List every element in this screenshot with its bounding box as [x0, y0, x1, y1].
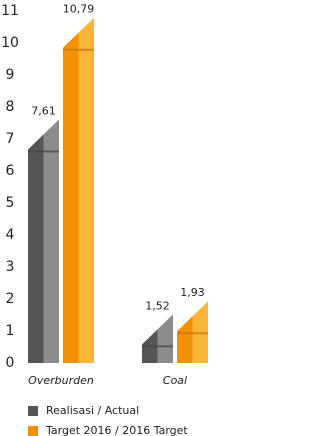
value-label: 1,93 [180, 286, 205, 299]
bar [28, 119, 59, 363]
y-tick-label: 2 [6, 291, 15, 307]
value-label: 10,79 [63, 3, 95, 16]
y-tick-label: 5 [6, 195, 15, 211]
bar [63, 17, 94, 363]
y-tick-label: 1 [6, 323, 15, 339]
value-label: 7,61 [31, 104, 56, 117]
y-tick-label: 6 [6, 163, 15, 179]
legend-label: Target 2016 / 2016 Target [45, 424, 188, 436]
x-tick-label: Coal [163, 374, 187, 387]
value-label: 1,52 [145, 299, 170, 312]
bar [177, 301, 208, 363]
y-tick-label: 4 [6, 227, 15, 243]
legend-label: Realisasi / Actual [46, 404, 139, 417]
bar [142, 314, 173, 363]
y-tick-label: 8 [6, 99, 15, 115]
y-tick-label: 7 [6, 131, 15, 147]
legend-swatch [28, 426, 38, 436]
y-tick-label: 10 [1, 35, 19, 51]
y-tick-label: 0 [6, 355, 15, 371]
chart: 0 1 2 3 4 5 6 7 8 9 10 11 Overburden 7,61 10,79 Coal 1,5… [1, 3, 208, 436]
legend-swatch [28, 406, 38, 416]
y-tick-label: 3 [6, 259, 15, 275]
x-tick-label: Overburden [28, 374, 94, 387]
y-tick-label: 9 [6, 67, 15, 83]
y-tick-label: 11 [1, 3, 19, 19]
